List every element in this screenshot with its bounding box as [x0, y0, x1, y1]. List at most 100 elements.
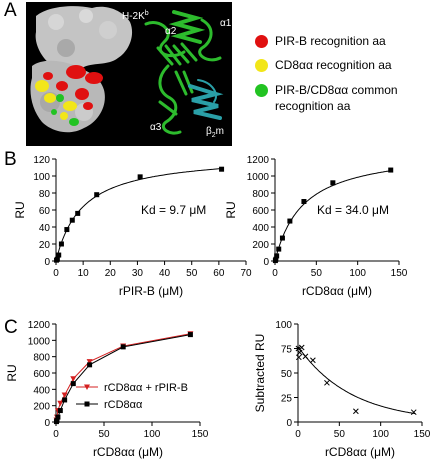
y-tick-label: 1200 — [28, 320, 51, 331]
y-axis-label: RU — [224, 201, 238, 218]
x-tick-label: 60 — [213, 268, 225, 279]
y-tick-label: 600 — [33, 369, 50, 380]
data-point — [120, 344, 126, 350]
y-tick-label: 100 — [275, 320, 292, 331]
y-tick-label: 40 — [39, 223, 51, 234]
data-point — [219, 166, 225, 172]
x-tick-label: 10 — [78, 268, 90, 279]
chart-b2: 0 200 400 600 800 1000 1200 0 50 100 150 rCD8αα (μM… — [224, 155, 408, 298]
x-tick-label: 0 — [53, 429, 59, 440]
data-point — [56, 252, 62, 258]
legend-marker — [84, 384, 90, 390]
x-tick-label: 150 — [414, 429, 431, 440]
y-tick-label: 0 — [286, 418, 292, 429]
data-point — [70, 376, 77, 382]
data-point — [58, 241, 64, 247]
data-point — [94, 192, 100, 198]
alpha1-label: α1 — [220, 18, 232, 29]
x-tick-label: 50 — [98, 429, 110, 440]
x-tick-label: 100 — [372, 429, 389, 440]
x-tick-label: 0 — [295, 429, 301, 440]
ribbon-structure — [144, 10, 224, 135]
legend-label-common-line2: recognition aa — [275, 99, 351, 113]
panel-letter-c: C — [4, 317, 18, 338]
data-point — [187, 332, 193, 338]
data-point — [353, 408, 359, 415]
legend-label-common-line1: PIR-B/CD8αα common — [275, 83, 398, 97]
data-point — [54, 417, 60, 423]
data-point — [57, 408, 63, 414]
y-tick-label: 1000 — [28, 336, 51, 347]
data-point — [330, 180, 336, 186]
x-tick-label: 0 — [272, 268, 278, 279]
x-tick-label: 0 — [53, 268, 59, 279]
y-tick-label: 1200 — [247, 155, 270, 166]
legend-swatch-pirb — [255, 35, 268, 48]
fit-curve — [297, 346, 416, 415]
x-tick-label: 50 — [186, 268, 198, 279]
data-point — [296, 349, 303, 356]
fit-curve — [274, 170, 391, 262]
x-tick-label: 30 — [132, 268, 144, 279]
y-tick-label: 120 — [33, 155, 50, 166]
x-tick-label: 40 — [159, 268, 171, 279]
y-tick-label: 50 — [281, 369, 293, 380]
kd-annotation: Kd = 9.7 μM — [141, 203, 206, 217]
y-tick-label: 80 — [39, 189, 51, 200]
alpha3-label: α3 — [150, 122, 162, 133]
data-point — [295, 345, 302, 352]
data-point — [69, 217, 75, 223]
x-tick-label: 70 — [240, 268, 252, 279]
alpha2-label: α2 — [165, 26, 177, 37]
legend-label-common: PIR-B/CD8αα common recognition aa — [275, 83, 398, 113]
x-axis-label: rCD8αα (μM) — [93, 445, 163, 459]
data-point — [298, 344, 305, 351]
y-tick-label: 800 — [252, 189, 269, 200]
data-point — [61, 392, 68, 399]
b2m-label: β2m — [206, 126, 224, 139]
data-point — [55, 414, 61, 420]
x-tick-label: 150 — [192, 429, 209, 440]
x-axis-label: rCD8αα (μM) — [325, 445, 395, 459]
data-point — [301, 199, 307, 204]
x-tick-label: 100 — [144, 429, 161, 440]
y-tick-label: 0 — [44, 257, 50, 268]
y-tick-label: 200 — [33, 402, 50, 413]
data-point — [86, 359, 93, 365]
y-tick-label: 400 — [33, 385, 50, 396]
data-point — [273, 256, 279, 262]
kd-annotation: Kd = 34.0 μM — [317, 203, 389, 217]
legend-swatch-cd8 — [255, 59, 268, 72]
y-tick-label: 60 — [39, 206, 51, 217]
y-tick-label: 1000 — [247, 172, 270, 183]
y-tick-label: 200 — [252, 240, 269, 251]
chart-b1: 0 20 40 60 80 100 120 0 10 20 30 40 50 60 70 rPIR-B (μM… — [13, 155, 252, 298]
data-point — [410, 409, 417, 416]
y-axis-label: RU — [13, 201, 27, 218]
y-axis-label: RU — [5, 364, 19, 381]
data-point — [54, 256, 60, 262]
y-tick-label: 20 — [39, 240, 51, 251]
x-axis-label: rCD8αα (μM) — [302, 284, 372, 298]
legend-marker — [84, 401, 90, 407]
chart-c1: 0 200 400 600 800 1000 1200 0 50 100 150 rCD8αα (μM… — [5, 320, 209, 459]
data-point — [388, 167, 394, 173]
panel-letter-b: B — [4, 149, 17, 170]
data-point — [324, 379, 330, 386]
data-point — [276, 246, 282, 252]
chart-c2: 0 25 50 75 100 0 50 100 150 rCD8αα (μM) Subtracted… — [253, 320, 431, 459]
data-point — [287, 218, 293, 224]
data-point — [310, 357, 316, 364]
data-point — [75, 210, 81, 216]
y-tick-label: 600 — [252, 206, 269, 217]
data-point — [274, 253, 280, 259]
structure-image: H-2Kb α2 α1 α3 β2m — [26, 2, 232, 146]
molecular-surface — [30, 6, 133, 133]
x-tick-label: 100 — [349, 268, 366, 279]
data-point — [70, 381, 76, 387]
data-point — [64, 227, 70, 233]
molecule-label: H-2Kb — [122, 10, 149, 22]
y-tick-label: 100 — [33, 172, 50, 183]
data-point — [87, 362, 93, 368]
